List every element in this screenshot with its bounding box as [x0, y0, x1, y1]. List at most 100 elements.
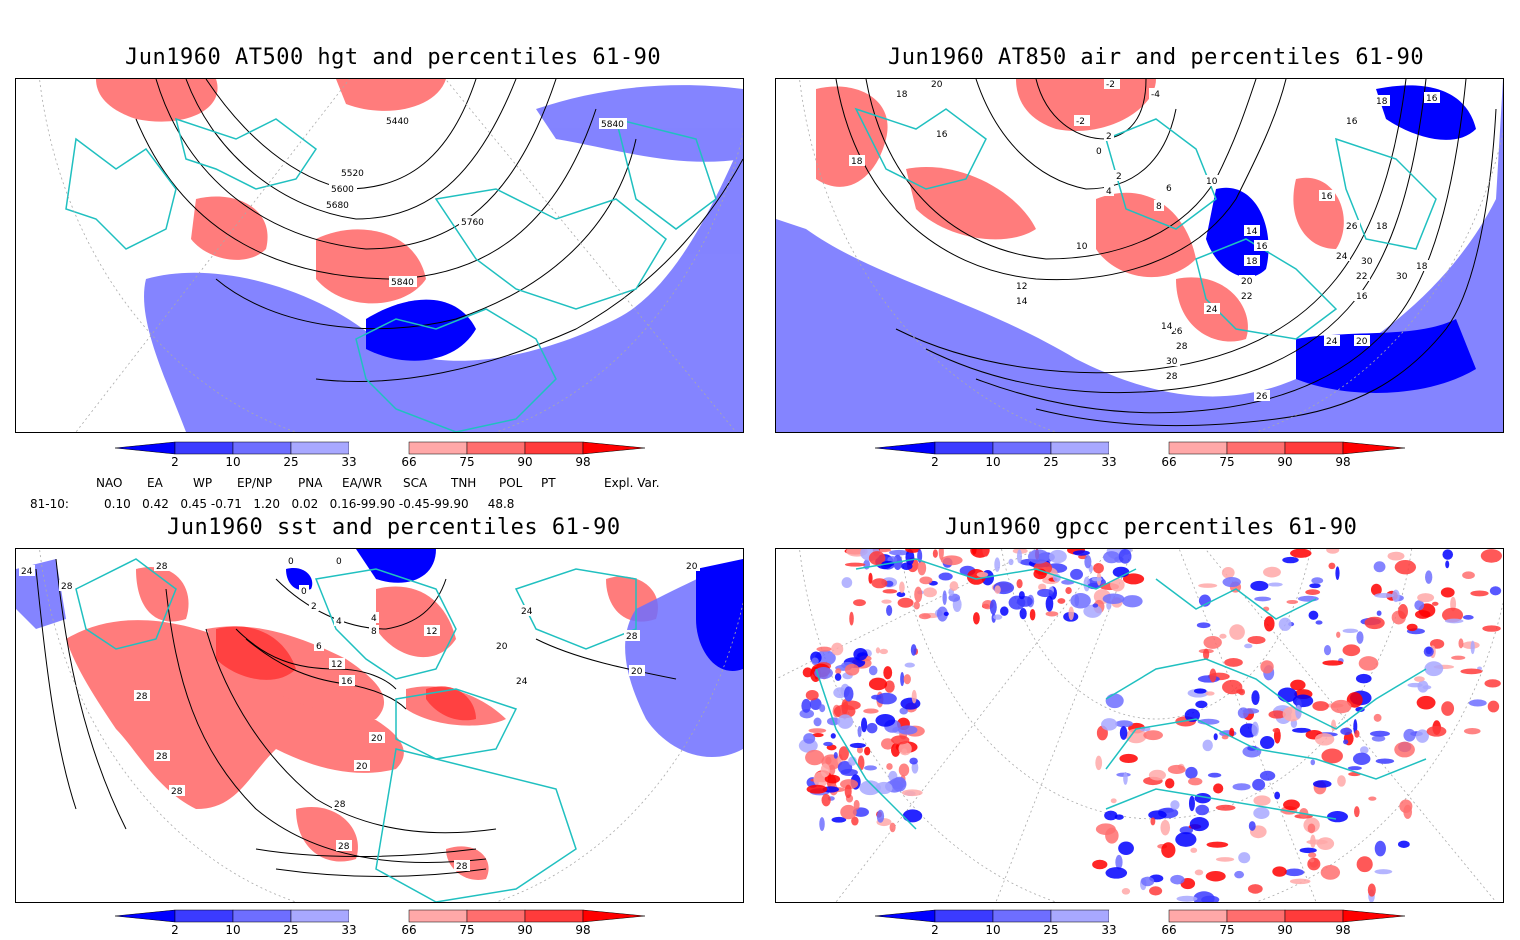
precip-anomaly-patch	[803, 733, 816, 744]
contour-label: 28	[1176, 342, 1188, 352]
precip-anomaly-patch	[1470, 640, 1475, 655]
contour-label: 12	[1016, 282, 1027, 292]
map-gpcc	[775, 548, 1504, 903]
colorbar-tick-label: 66	[1161, 455, 1177, 469]
precip-anomaly-patch	[1392, 589, 1400, 603]
precip-anomaly-patch	[876, 692, 897, 705]
contour-label-bg	[339, 675, 355, 686]
panel-title-sst: Jun1960 sst and percentiles 61-90	[167, 515, 621, 540]
contour-label: 16	[1321, 192, 1333, 202]
precip-anomaly-patch	[1451, 655, 1466, 660]
colorbar-tick-label: 10	[985, 455, 1001, 469]
colorbar-tick-label: 90	[1277, 455, 1293, 469]
precip-anomaly-patch	[1413, 676, 1425, 682]
precip-anomaly-patch	[1482, 625, 1501, 632]
coastlines	[65, 117, 717, 432]
precip-anomaly-patch	[834, 673, 842, 681]
precip-anomaly-patch	[1119, 753, 1138, 764]
contour-label-bg	[1354, 335, 1370, 346]
precip-anomaly-patch	[837, 760, 853, 774]
precip-anomaly-patch	[868, 665, 878, 676]
precip-anomaly-patch	[808, 728, 827, 734]
contour-label: 12	[426, 627, 437, 637]
contour-label-bg	[1159, 320, 1175, 331]
contour-label-bg	[1239, 275, 1255, 286]
precip-anomaly-patch	[1092, 859, 1108, 870]
contour-label-bg	[309, 600, 319, 611]
colorbar-tick-label: 98	[1335, 923, 1351, 937]
teleconnection-header: PNA	[298, 476, 323, 490]
precip-anomaly-patch	[898, 763, 910, 777]
contour-label-bg	[459, 216, 487, 227]
precip-anomaly-patch	[1425, 570, 1433, 584]
precip-anomaly-patch	[914, 586, 923, 603]
precip-anomaly-patch	[849, 611, 854, 626]
contour-label-bg	[1374, 95, 1390, 106]
colorbar-tick-label: 98	[575, 455, 591, 469]
contour-label: 24	[21, 567, 33, 577]
precip-anomaly-patch	[820, 763, 830, 778]
colorbar-segment	[874, 441, 936, 455]
teleconnection-header: EA/WR	[342, 476, 383, 490]
precip-anomaly-patch	[1415, 729, 1429, 743]
precip-anomaly-patch	[1110, 578, 1125, 592]
contour-label-bg	[314, 640, 324, 651]
contour-label-bg	[1324, 335, 1340, 346]
contour-label-bg	[1074, 115, 1090, 126]
contour-label: 2	[1116, 172, 1122, 182]
teleconnection-header: TNH	[451, 476, 477, 490]
contour-label: 4	[336, 617, 342, 627]
precip-anomaly-patch	[1141, 876, 1155, 887]
precip-anomaly-patch	[1091, 577, 1103, 582]
precip-anomaly-patch	[861, 717, 868, 733]
precip-anomaly-patch	[1326, 549, 1340, 554]
colorbar-segment	[290, 441, 350, 455]
precip-anomaly-patch	[823, 741, 833, 747]
colorbar-segment	[1226, 441, 1286, 455]
contour-label-bg	[1319, 190, 1335, 201]
map-gpcc-svg	[776, 549, 1503, 902]
precip-anomaly-patch	[857, 725, 862, 738]
colorbar-tick-label: 75	[459, 923, 475, 937]
contour-label: 5760	[461, 218, 484, 228]
precip-anomaly-patch	[1342, 644, 1361, 657]
contour-label: 22	[1356, 272, 1367, 282]
contour-label-bg	[934, 128, 950, 139]
teleconnection-header: EA	[147, 476, 163, 490]
precip-anomaly-patch	[876, 809, 885, 823]
precip-anomaly-patch	[1101, 718, 1118, 731]
precip-anomaly-patch	[1373, 713, 1382, 722]
precip-anomaly-patch	[1312, 780, 1332, 788]
precip-anomaly-patch	[1308, 610, 1319, 620]
precip-anomaly-patch	[1018, 591, 1025, 600]
precip-anomaly-patch	[1122, 573, 1145, 585]
contour-label-bg	[286, 555, 296, 566]
contour-label-bg	[1164, 370, 1180, 381]
teleconnection-header: EP/NP	[237, 476, 273, 490]
contour-label: 2	[311, 602, 317, 612]
precip-anomaly-patch	[897, 597, 914, 608]
contour-label-bg	[369, 612, 379, 623]
precip-anomaly-patch	[1095, 755, 1103, 771]
precip-anomaly-patch	[1104, 810, 1118, 821]
precip-anomaly-patch	[1403, 728, 1416, 742]
precip-anomaly-patch	[1016, 549, 1023, 564]
contour-label: 16	[1426, 94, 1438, 104]
contour-label-bg	[624, 630, 640, 641]
contour-label-bg	[1239, 290, 1255, 301]
colorbar-tick-label: 2	[171, 455, 179, 469]
contour-label: 26	[1171, 327, 1183, 337]
precip-anomaly-patch	[1440, 587, 1455, 598]
precip-anomaly-patch	[1123, 772, 1128, 785]
precip-anomaly-patch	[1463, 727, 1481, 735]
precip-anomaly-patch	[1289, 878, 1311, 885]
precip-anomaly-patch	[1195, 700, 1208, 709]
precip-anomaly-patch	[1149, 886, 1163, 896]
contour-label: 28	[156, 752, 168, 762]
contour-label: 0	[336, 557, 342, 567]
precip-anomaly-patch	[1260, 736, 1275, 750]
precip-anomaly-patch	[1092, 603, 1099, 608]
colorbar-tick-label: 10	[225, 455, 241, 469]
